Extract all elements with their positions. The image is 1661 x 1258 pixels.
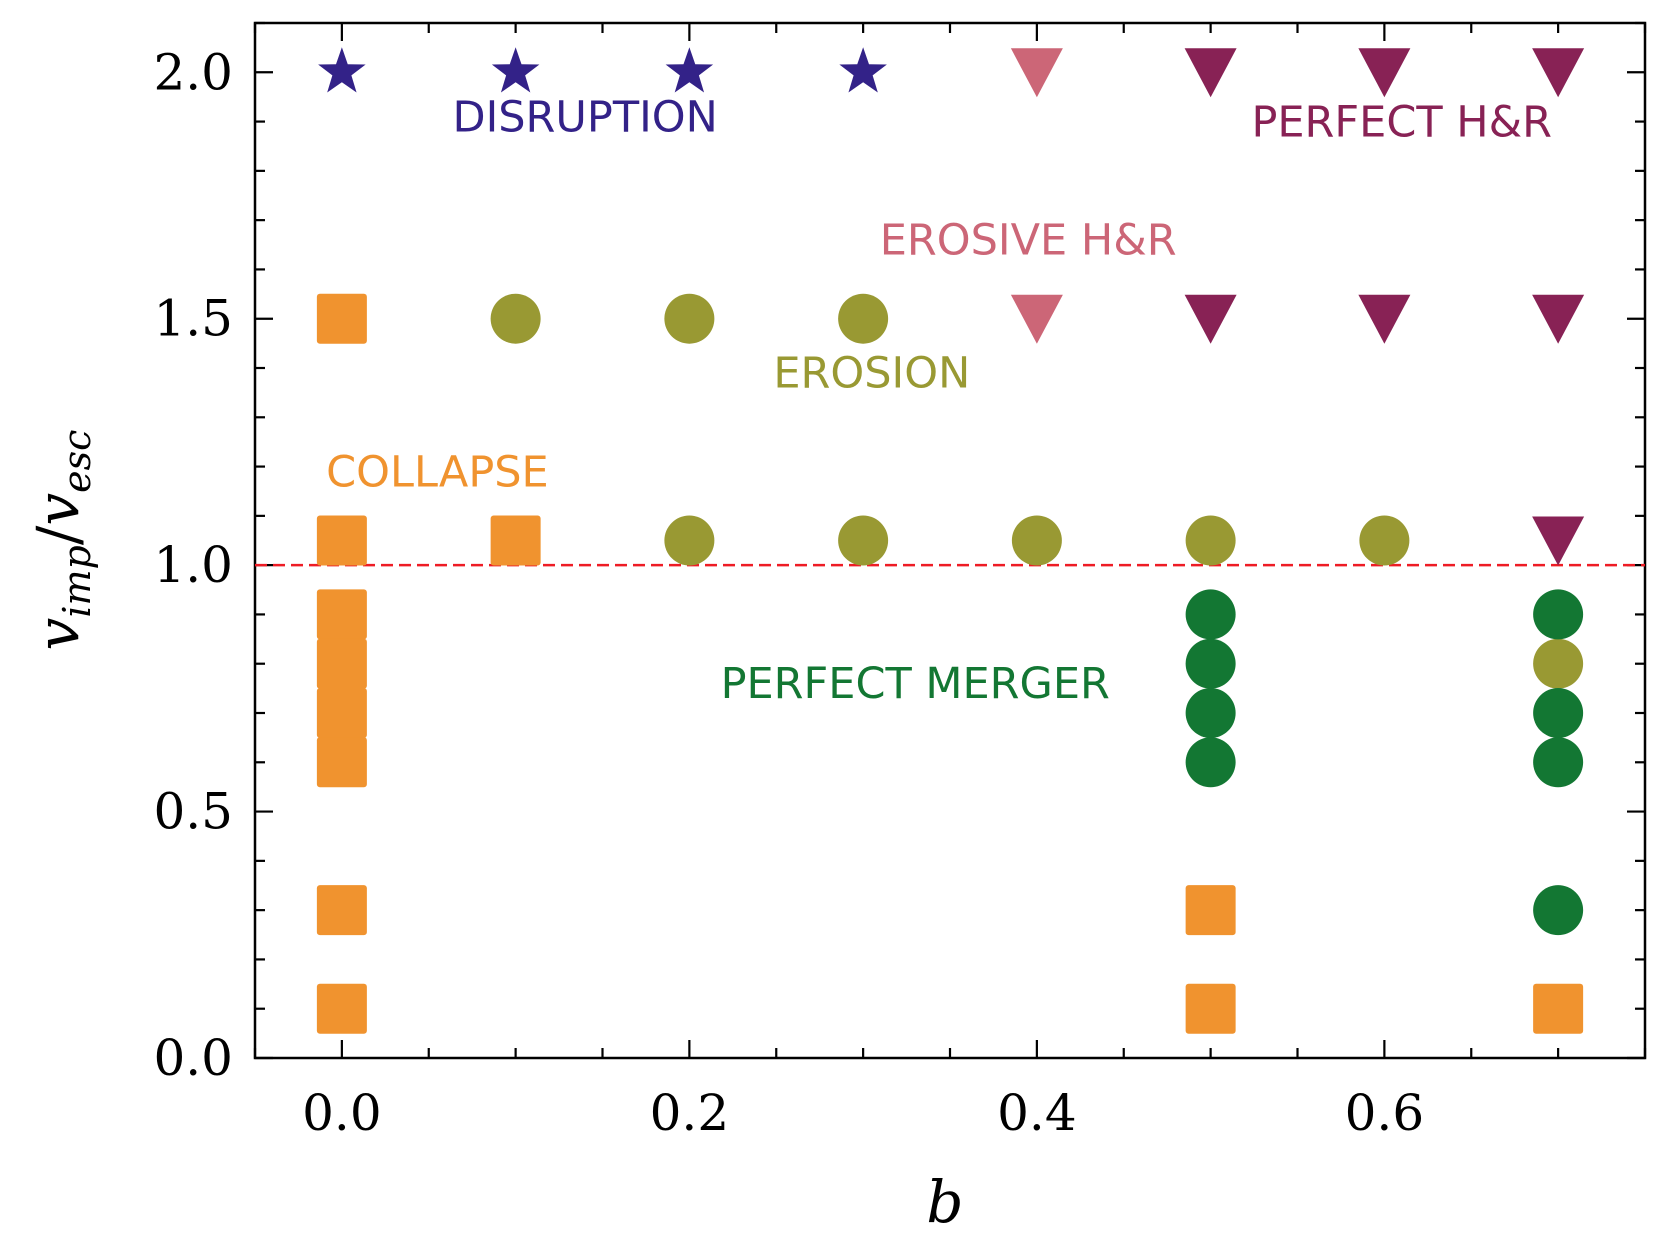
triangle-down-marker	[1532, 48, 1585, 98]
triangle-down-marker	[1532, 516, 1585, 566]
circle-marker	[490, 293, 541, 344]
circle-marker	[664, 515, 715, 566]
square-marker	[316, 293, 367, 344]
circle-marker	[838, 515, 889, 566]
star-marker	[491, 47, 540, 93]
square-marker	[316, 688, 367, 738]
square-marker	[1185, 885, 1236, 936]
square-marker	[316, 589, 367, 640]
circle-marker	[1185, 737, 1236, 788]
y-axis-label: vimp/vesc	[24, 430, 99, 651]
region-annotations: DISRUPTION PERFECT H&R EROSIVE H&R EROSION C…	[326, 92, 1552, 709]
y-tick-label: 1.5	[153, 290, 233, 348]
circle-marker	[1533, 737, 1584, 788]
circle-marker	[1533, 885, 1584, 936]
triangle-down-marker	[1010, 48, 1063, 98]
triangle-down-marker	[1010, 294, 1063, 344]
triangle-down-marker	[1358, 48, 1411, 98]
triangle-down-marker	[1184, 48, 1237, 98]
region-label: DISRUPTION	[452, 92, 717, 142]
square-marker	[316, 638, 367, 689]
star-marker	[665, 47, 714, 93]
star-marker	[318, 47, 366, 93]
square-marker	[316, 515, 367, 566]
y-tick-label: 0.0	[153, 1029, 233, 1087]
square-marker	[490, 515, 541, 566]
x-tick-label: 0.6	[1345, 1084, 1425, 1142]
y-tick-label: 1.0	[153, 536, 233, 594]
tick-labels: 0.0 0.2 0.4 0.6 0.0 0.5 1.0 1.5 2.0	[153, 43, 1424, 1142]
square-marker	[1533, 983, 1584, 1034]
region-label: EROSIVE H&R	[880, 216, 1177, 266]
circle-marker	[1533, 688, 1584, 738]
region-label: EROSION	[773, 349, 970, 399]
region-label: COLLAPSE	[326, 447, 549, 497]
square-marker	[316, 885, 367, 936]
circle-marker	[1185, 515, 1236, 566]
circle-marker	[1533, 638, 1584, 689]
square-marker	[316, 983, 367, 1034]
region-label: PERFECT H&R	[1251, 97, 1552, 147]
triangle-down-marker	[1184, 294, 1237, 344]
square-marker	[316, 737, 367, 788]
circle-marker	[1185, 589, 1236, 640]
x-axis-label: b	[926, 1168, 963, 1236]
circle-marker	[1011, 515, 1062, 566]
plot-frame	[253, 21, 1647, 1060]
circle-marker	[1185, 638, 1236, 689]
circle-marker	[1185, 688, 1236, 738]
x-tick-label: 0.2	[650, 1084, 730, 1142]
region-label: PERFECT MERGER	[721, 659, 1110, 709]
circle-marker	[664, 293, 715, 344]
x-tick-label: 0.4	[997, 1084, 1077, 1142]
circle-marker	[838, 293, 889, 344]
x-tick-label: 0.0	[302, 1084, 382, 1142]
circle-marker	[1533, 589, 1584, 640]
triangle-down-marker	[1532, 294, 1585, 344]
star-marker	[839, 47, 887, 93]
y-tick-label: 0.5	[153, 783, 233, 841]
data-markers	[316, 47, 1585, 1034]
square-marker	[1185, 983, 1236, 1034]
triangle-down-marker	[1358, 294, 1411, 344]
y-tick-label: 2.0	[153, 43, 233, 101]
circle-marker	[1359, 515, 1410, 566]
axis-ticks	[253, 21, 1647, 1060]
